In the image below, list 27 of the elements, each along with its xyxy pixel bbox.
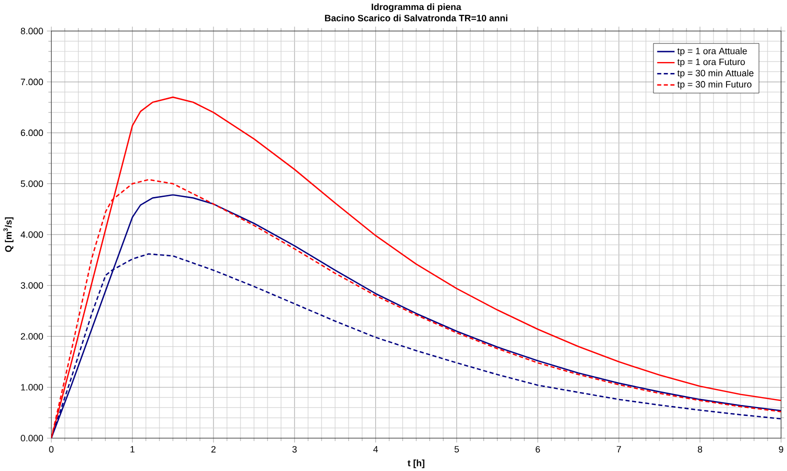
- y-tick-label: 4.000: [20, 231, 44, 238]
- y-tick-label: 3.000: [20, 282, 44, 288]
- y-tick-label: 2.000: [20, 332, 44, 340]
- y-tick-label: 1.000: [21, 384, 44, 390]
- y-tick-label: 0.000: [20, 434, 44, 442]
- y-axis-title: Q [m$^{3}$/s]: [3, 217, 14, 252]
- y-tick-label: 7.000: [20, 78, 44, 85]
- x-tick-label: 0: [49, 446, 54, 452]
- x-tick-label: 1: [130, 446, 134, 452]
- y-tick-label: 8.000: [20, 28, 44, 34]
- x-axis-title: t [h]: [408, 459, 424, 468]
- x-tick-label: 2: [211, 446, 216, 452]
- legend-label: tp = 1 ora Futuro: [677, 58, 745, 67]
- x-tick-label: 8: [698, 446, 702, 452]
- legend-label: tp = 30 min Futuro: [677, 80, 752, 90]
- y-tick-label: 6.000: [20, 129, 44, 136]
- chart-title: Idrogramma di piena: [372, 3, 462, 12]
- legend-label: tp = 30 min Attuale: [677, 69, 754, 78]
- x-tick-label: 7: [616, 446, 621, 452]
- legend-label: tp = 1 ora Attuale: [677, 47, 747, 56]
- x-tick-label: 6: [536, 446, 540, 452]
- x-tick-label: 9: [778, 446, 784, 452]
- x-tick-label: 4: [373, 446, 378, 452]
- x-tick-label: 5: [454, 446, 459, 452]
- x-tick-label: 3: [292, 446, 297, 452]
- chart-subtitle: Bacino Scarico di Salvatronda TR=10 anni: [325, 14, 508, 22]
- y-tick-label: 5.000: [20, 180, 44, 187]
